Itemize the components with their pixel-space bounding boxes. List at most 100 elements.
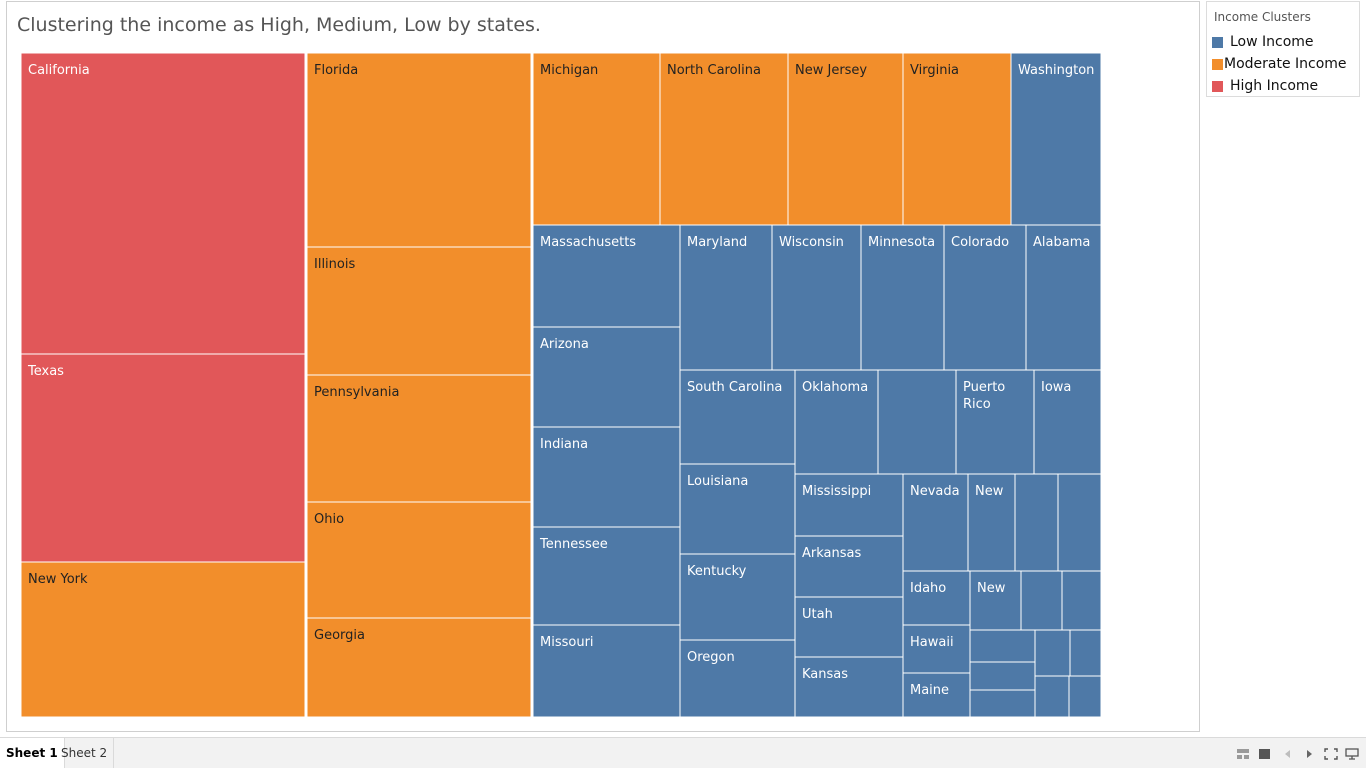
bottom-bar: Sheet 1 Sheet 2 — [0, 737, 1366, 768]
tile-puerto-rico[interactable]: Puerto Rico — [955, 369, 1035, 475]
legend-label: Moderate Income — [1224, 56, 1347, 72]
tab-sheet-2[interactable]: Sheet 2 — [55, 738, 115, 768]
tile-label: New — [975, 484, 1004, 499]
tile-rect — [969, 689, 1036, 718]
tile-new-york[interactable]: New York — [20, 561, 306, 718]
legend-item-high-income[interactable]: High Income — [1212, 76, 1318, 96]
tile-rect — [20, 353, 306, 563]
tile-rect — [1014, 473, 1059, 572]
legend-item-low-income[interactable]: Low Income — [1212, 32, 1314, 52]
fullscreen-icon[interactable] — [1324, 748, 1338, 760]
tile-rect — [532, 326, 681, 428]
tile-new[interactable]: New — [967, 473, 1016, 572]
tile-colorado[interactable]: Colorado — [943, 224, 1027, 371]
tile-alabama[interactable]: Alabama — [1025, 224, 1102, 371]
legend-swatch-high-income — [1212, 80, 1223, 92]
tile-tennessee[interactable]: Tennessee — [532, 526, 681, 626]
tile-new[interactable]: New — [969, 570, 1022, 631]
tile-rect — [1010, 52, 1102, 226]
legend-item-moderate-income[interactable]: Moderate Income — [1212, 54, 1347, 74]
prev-arrow-icon[interactable] — [1281, 748, 1295, 760]
tile-rect — [1068, 675, 1102, 718]
tile-unlabeled[interactable] — [1057, 473, 1102, 572]
tile-label: Florida — [314, 63, 358, 78]
tile-florida[interactable]: Florida — [306, 52, 532, 248]
tile-label: Kentucky — [687, 564, 747, 579]
tile-rect — [794, 473, 904, 537]
tile-michigan[interactable]: Michigan — [532, 52, 661, 226]
tile-rect — [1033, 369, 1102, 475]
tile-label: Arkansas — [802, 546, 861, 561]
tab-sheet-1[interactable]: Sheet 1 — [0, 738, 65, 768]
tile-label: Michigan — [540, 63, 598, 78]
tile-kansas[interactable]: Kansas — [794, 656, 904, 718]
tile-unlabeled[interactable] — [1034, 629, 1071, 677]
tile-rect — [969, 570, 1022, 631]
tile-georgia[interactable]: Georgia — [306, 617, 532, 718]
tile-missouri[interactable]: Missouri — [532, 624, 681, 718]
tile-label: Virginia — [910, 63, 959, 78]
tile-texas[interactable]: Texas — [20, 353, 306, 563]
tile-unlabeled[interactable] — [877, 369, 957, 475]
tile-rect — [902, 473, 969, 572]
tile-kentucky[interactable]: Kentucky — [679, 553, 796, 641]
tile-illinois[interactable]: Illinois — [306, 246, 532, 376]
tile-pennsylvania[interactable]: Pennsylvania — [306, 374, 532, 503]
tile-mississippi[interactable]: Mississippi — [794, 473, 904, 537]
tile-massachusetts[interactable]: Massachusetts — [532, 224, 681, 328]
tile-label: Mississippi — [802, 484, 871, 499]
tile-unlabeled[interactable] — [1069, 629, 1102, 677]
tile-louisiana[interactable]: Louisiana — [679, 463, 796, 555]
tile-label: Louisiana — [687, 474, 748, 489]
tile-maine[interactable]: Maine — [902, 672, 971, 718]
tile-minnesota[interactable]: Minnesota — [860, 224, 945, 371]
tile-rect — [532, 52, 661, 226]
tile-rect — [969, 661, 1036, 691]
tile-new-jersey[interactable]: New Jersey — [787, 52, 904, 226]
tile-utah[interactable]: Utah — [794, 596, 904, 658]
tile-label: New Jersey — [795, 63, 867, 78]
tile-rect — [955, 369, 1035, 475]
tile-nevada[interactable]: Nevada — [902, 473, 969, 572]
tile-maryland[interactable]: Maryland — [679, 224, 773, 371]
tile-oregon[interactable]: Oregon — [679, 639, 796, 718]
tile-hawaii[interactable]: Hawaii — [902, 624, 971, 674]
tile-unlabeled[interactable] — [969, 689, 1036, 718]
tile-rect — [532, 526, 681, 626]
tile-rect — [1034, 675, 1070, 718]
next-arrow-icon[interactable] — [1302, 748, 1316, 760]
tile-ohio[interactable]: Ohio — [306, 501, 532, 619]
tile-rect — [679, 553, 796, 641]
tile-unlabeled[interactable] — [969, 629, 1036, 663]
presentation-icon[interactable] — [1345, 748, 1359, 760]
tile-arizona[interactable]: Arizona — [532, 326, 681, 428]
tile-unlabeled[interactable] — [1034, 675, 1070, 718]
tile-label: Kansas — [802, 667, 848, 682]
tile-unlabeled[interactable] — [969, 661, 1036, 691]
tile-unlabeled[interactable] — [1014, 473, 1059, 572]
tile-iowa[interactable]: Iowa — [1033, 369, 1102, 475]
tile-rect — [794, 369, 879, 475]
tile-oklahoma[interactable]: Oklahoma — [794, 369, 879, 475]
grid-view-icon[interactable] — [1236, 748, 1250, 760]
tile-rect — [902, 570, 971, 626]
tile-idaho[interactable]: Idaho — [902, 570, 971, 626]
tile-wisconsin[interactable]: Wisconsin — [771, 224, 862, 371]
tile-arkansas[interactable]: Arkansas — [794, 535, 904, 598]
tile-indiana[interactable]: Indiana — [532, 426, 681, 528]
tile-rect — [877, 369, 957, 475]
tile-unlabeled[interactable] — [1061, 570, 1102, 631]
tile-unlabeled[interactable] — [1068, 675, 1102, 718]
tile-virginia[interactable]: Virginia — [902, 52, 1012, 226]
tile-unlabeled[interactable] — [1020, 570, 1063, 631]
tile-north-carolina[interactable]: North Carolina — [659, 52, 789, 226]
tile-label: California — [28, 63, 90, 78]
tile-california[interactable]: California — [20, 52, 306, 355]
tile-label: Tennessee — [539, 537, 608, 552]
tile-washington[interactable]: Washington — [1010, 52, 1102, 226]
tile-label: Colorado — [951, 235, 1009, 250]
single-view-icon[interactable] — [1258, 748, 1272, 760]
tile-rect — [794, 596, 904, 658]
tile-south-carolina[interactable]: South Carolina — [679, 369, 796, 465]
